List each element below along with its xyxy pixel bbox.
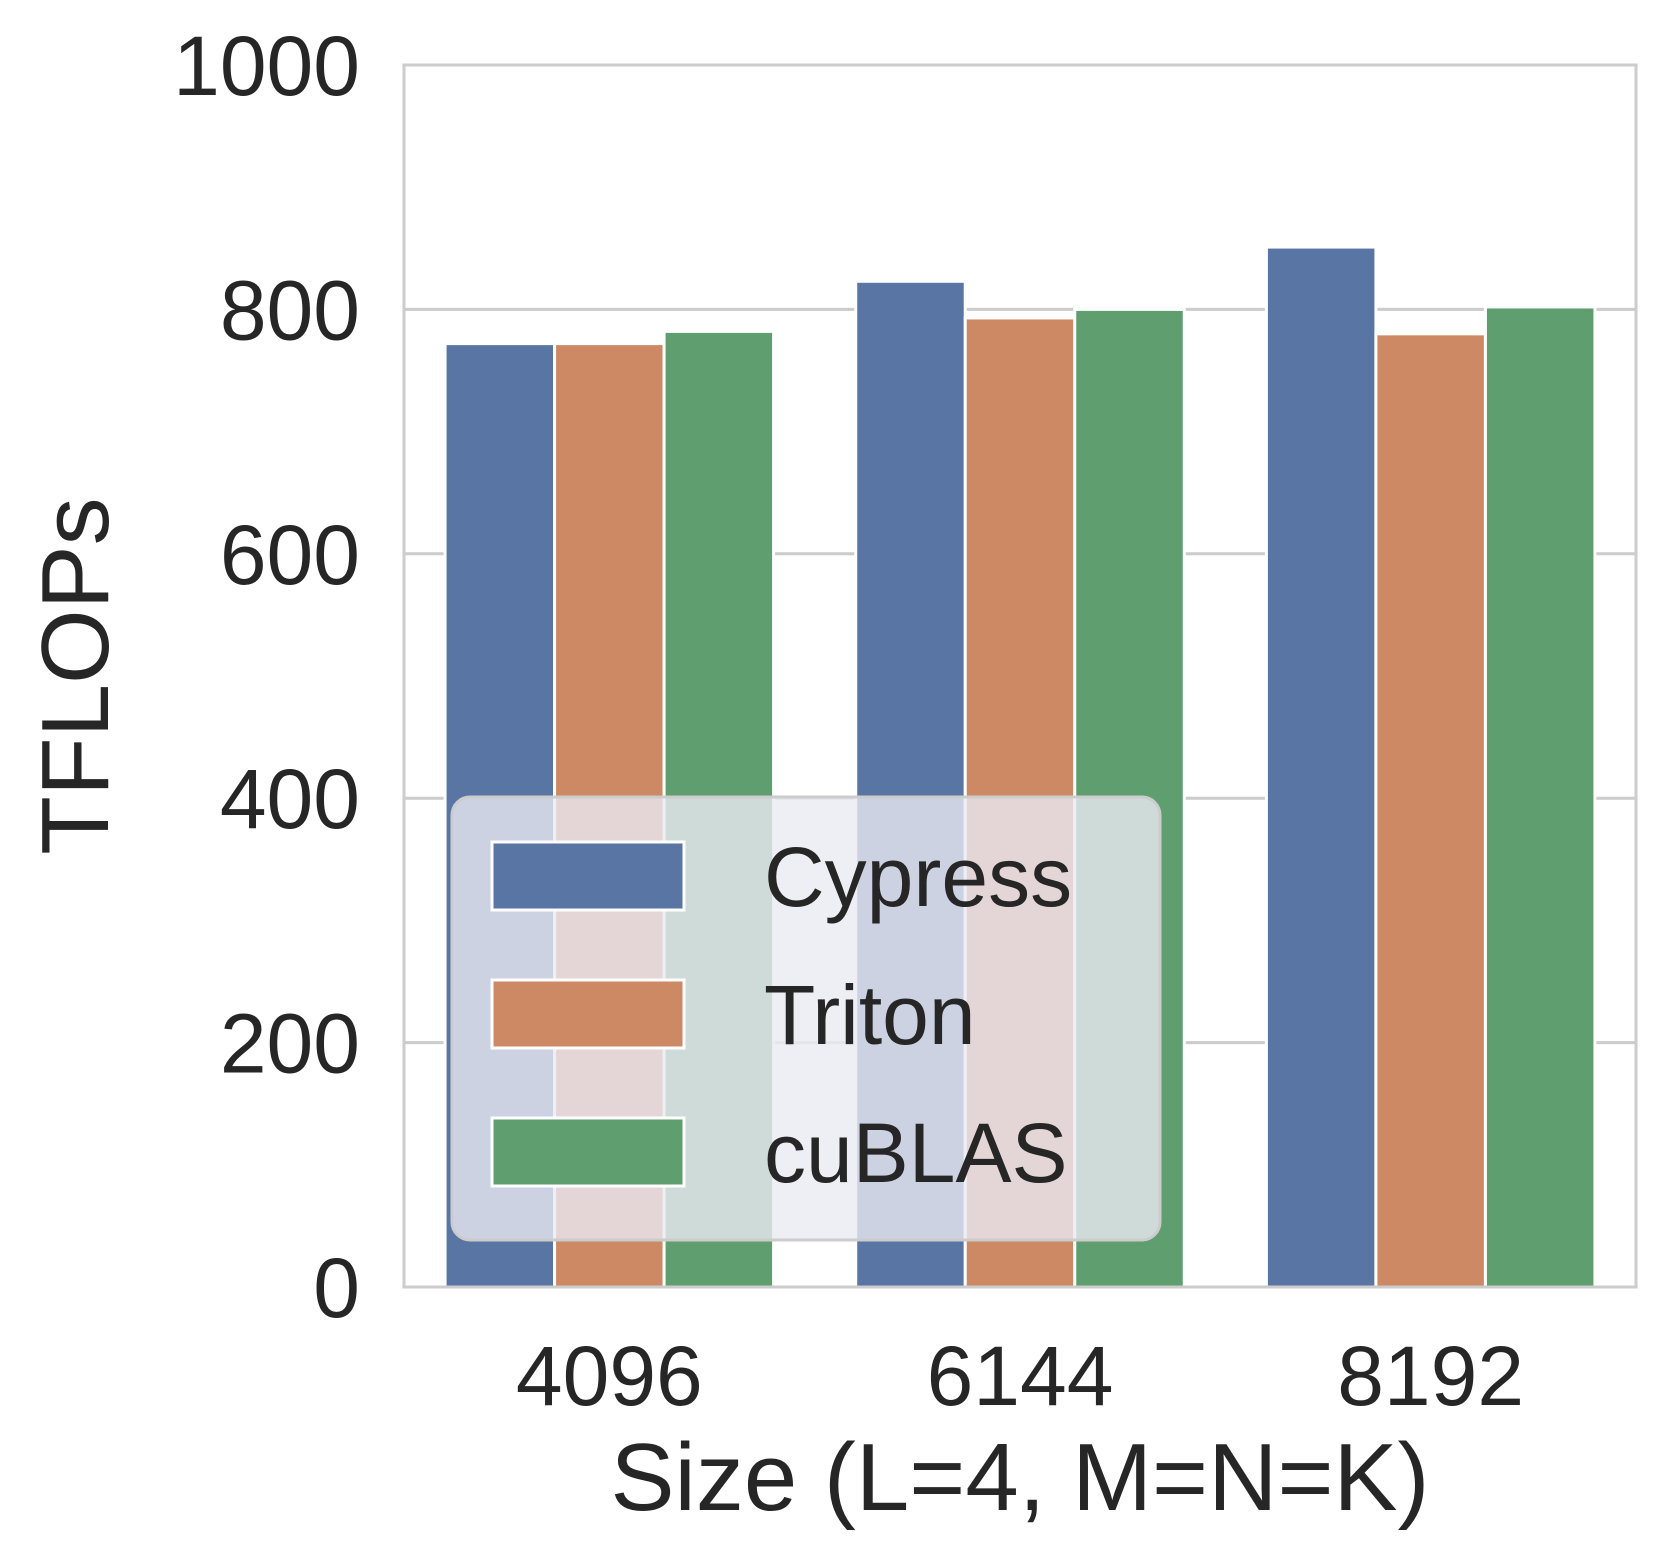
y-tick-label: 400 <box>220 752 360 846</box>
y-tick-label: 800 <box>220 263 360 357</box>
x-tick-label: 8192 <box>1337 1329 1524 1423</box>
x-tick-label: 4096 <box>516 1329 703 1423</box>
plot-frame <box>402 63 1638 1289</box>
legend-label-cypress: Cypress <box>764 830 1072 924</box>
y-tick-label: 1000 <box>173 19 360 113</box>
bar-cypress-8192 <box>1264 245 1378 1289</box>
legend-label-cublas: cuBLAS <box>764 1106 1068 1200</box>
x-tick-labels: 4096 6144 8192 <box>516 1329 1524 1423</box>
y-tick-labels: 0 200 400 600 800 1000 <box>173 19 360 1335</box>
legend-swatch-cypress <box>490 840 686 912</box>
legend-label-triton: Triton <box>764 968 976 1062</box>
legend-swatch-triton <box>490 978 686 1050</box>
x-axis-title: Size (L=4, M=N=K) <box>611 1424 1430 1531</box>
legend-items: Cypress Triton cuBLAS <box>490 830 1072 1200</box>
bar-triton-8192 <box>1374 332 1487 1289</box>
legend-swatch-cublas <box>490 1116 686 1188</box>
y-axis-title: TFLOPs <box>22 497 129 854</box>
x-tick-label: 6144 <box>927 1329 1114 1423</box>
legend: Cypress Triton cuBLAS <box>450 795 1162 1242</box>
y-tick-label: 600 <box>220 508 360 602</box>
y-tick-label: 0 <box>313 1241 360 1335</box>
bar-cublas-8192 <box>1483 305 1597 1289</box>
y-tick-label: 200 <box>220 997 360 1091</box>
